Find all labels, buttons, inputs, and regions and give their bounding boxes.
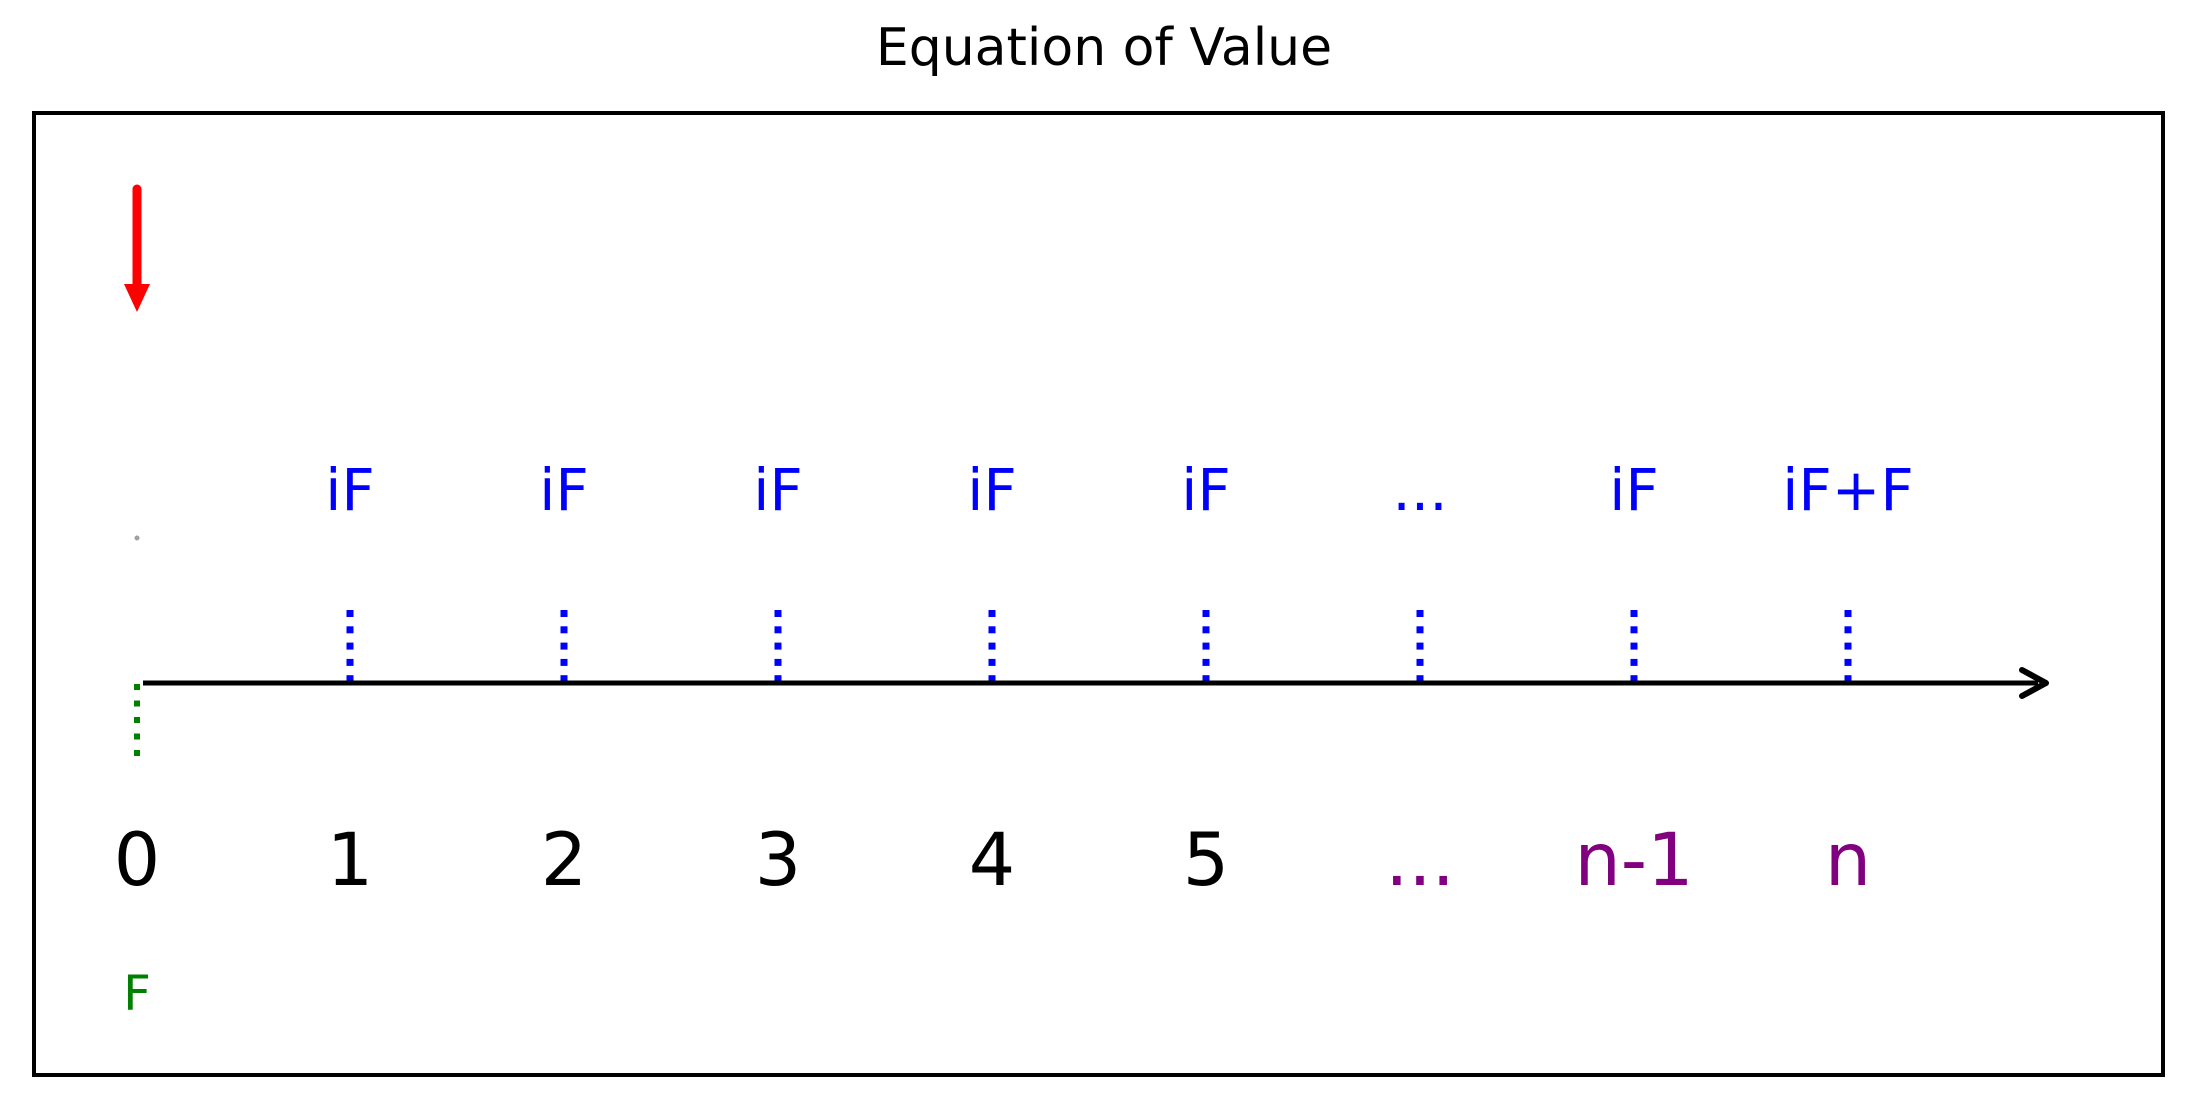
time-label: 2: [540, 818, 588, 903]
time-label: n: [1824, 818, 1872, 903]
faint-gray-dot: [134, 535, 140, 541]
interest-tick-dotted-blue: [1844, 642, 1852, 650]
interest-tick-dotted-blue: [1416, 626, 1424, 634]
interest-tick-dotted-blue: [1202, 675, 1210, 683]
interest-tick-dotted-blue: [1630, 675, 1638, 683]
figure-title: Equation of Value: [875, 18, 1333, 78]
interest-tick-dotted-blue: [1202, 658, 1210, 666]
interest-label: iF: [1609, 456, 1659, 524]
interest-tick-dotted-blue: [346, 626, 354, 634]
principal-f-label: F: [123, 966, 151, 1022]
interest-tick-dotted-blue: [774, 675, 782, 683]
origin-tick-dotted-green: [134, 750, 140, 756]
interest-tick-dotted-blue: [346, 658, 354, 666]
plot-frame: [32, 111, 2165, 1077]
interest-tick-dotted-blue: [1630, 642, 1638, 650]
time-label: 3: [754, 818, 802, 903]
interest-label: iF: [967, 456, 1017, 524]
interest-tick-dotted-blue: [1630, 658, 1638, 666]
interest-tick-dotted-blue: [1202, 610, 1210, 617]
interest-tick-dotted-blue: [1202, 626, 1210, 634]
interest-tick-dotted-blue: [1844, 610, 1852, 617]
origin-tick-dotted-green: [134, 717, 140, 723]
interest-tick-dotted-blue: [560, 626, 568, 634]
origin-tick-dotted-green: [134, 684, 140, 690]
cashflow-down-arrowhead-icon: [124, 284, 150, 312]
interest-tick-dotted-blue: [1416, 675, 1424, 683]
interest-tick-dotted-blue: [1202, 642, 1210, 650]
interest-label: iF: [325, 456, 375, 524]
interest-label: iF+F: [1782, 456, 1914, 524]
time-label: 1: [326, 818, 374, 903]
interest-tick-dotted-blue: [774, 658, 782, 666]
interest-label: iF: [539, 456, 589, 524]
interest-tick-dotted-blue: [774, 626, 782, 634]
origin-tick-dotted-green: [134, 700, 140, 707]
interest-tick-dotted-blue: [1416, 658, 1424, 666]
interest-tick-dotted-blue: [1844, 626, 1852, 634]
interest-label: ...: [1392, 456, 1448, 524]
interest-tick-dotted-blue: [1416, 610, 1424, 617]
interest-tick-dotted-blue: [988, 610, 996, 617]
interest-tick-dotted-blue: [560, 675, 568, 683]
interest-tick-dotted-blue: [346, 675, 354, 683]
interest-tick-dotted-blue: [1416, 642, 1424, 650]
interest-tick-dotted-blue: [774, 642, 782, 650]
interest-label: iF: [753, 456, 803, 524]
interest-tick-dotted-blue: [560, 642, 568, 650]
time-label: 5: [1182, 818, 1230, 903]
interest-tick-dotted-blue: [1844, 675, 1852, 683]
interest-tick-dotted-blue: [988, 658, 996, 666]
origin-tick-dotted-green: [134, 733, 140, 740]
interest-tick-dotted-blue: [560, 658, 568, 666]
interest-tick-dotted-blue: [560, 610, 568, 617]
interest-tick-dotted-blue: [1630, 610, 1638, 617]
interest-tick-dotted-blue: [346, 642, 354, 650]
timeline-arrowhead-icon: [2019, 667, 2049, 699]
time-label: 0: [113, 818, 161, 903]
time-label: 4: [968, 818, 1016, 903]
interest-tick-dotted-blue: [988, 642, 996, 650]
interest-label: iF: [1181, 456, 1231, 524]
interest-tick-dotted-blue: [1630, 626, 1638, 634]
interest-tick-dotted-blue: [346, 610, 354, 617]
time-label: n-1: [1574, 818, 1694, 903]
interest-tick-dotted-blue: [988, 626, 996, 634]
time-label: ...: [1385, 818, 1455, 903]
interest-tick-dotted-blue: [774, 610, 782, 617]
interest-tick-dotted-blue: [988, 675, 996, 683]
interest-tick-dotted-blue: [1844, 658, 1852, 666]
